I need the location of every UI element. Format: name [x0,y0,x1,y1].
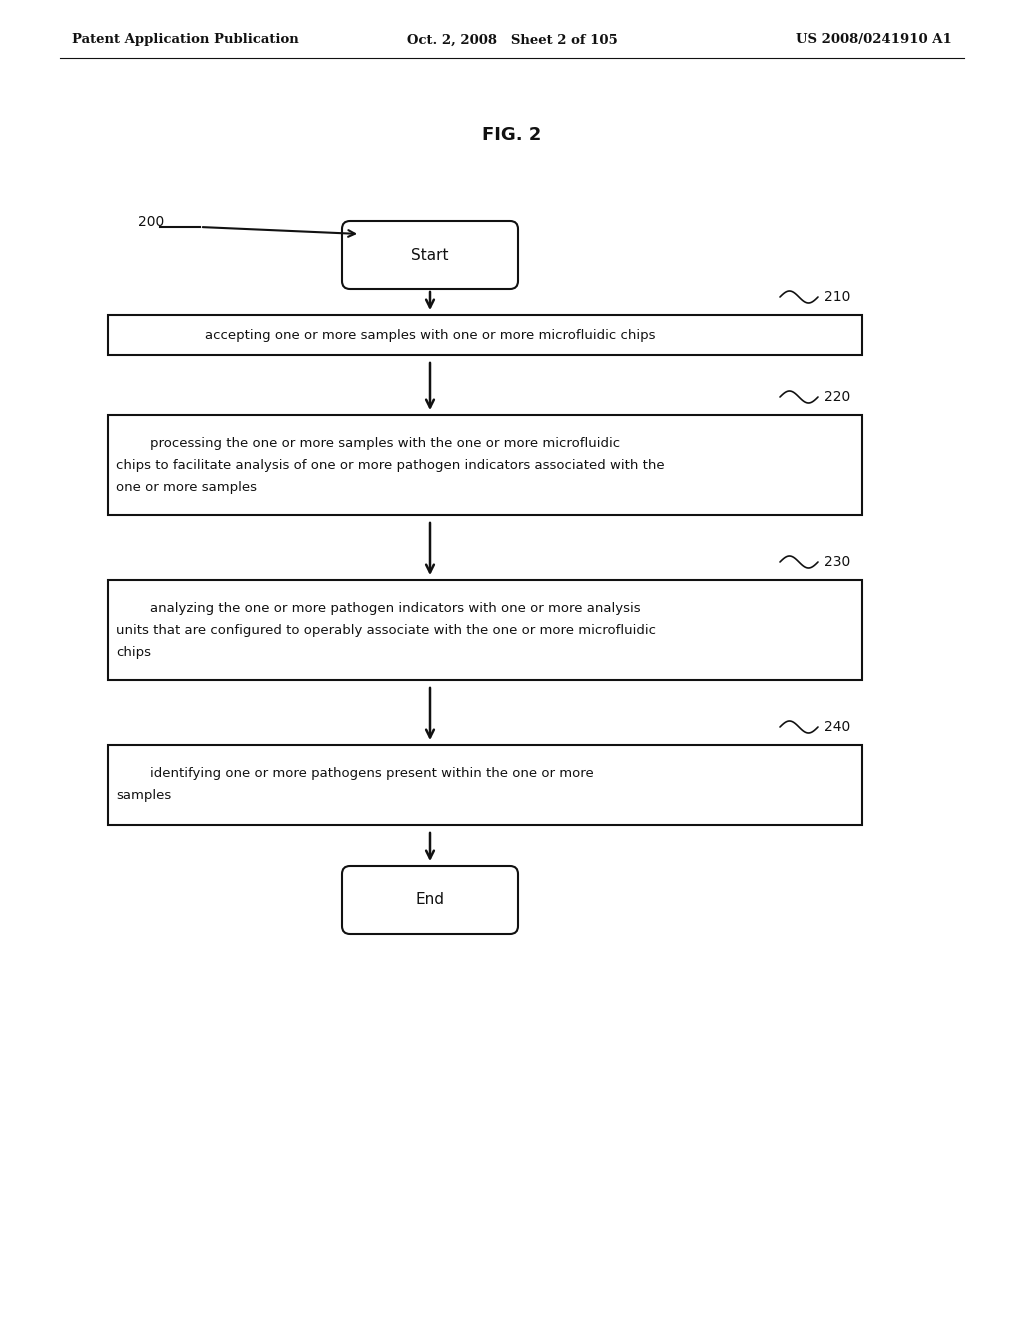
Bar [108,579,862,680]
Text: one or more samples: one or more samples [116,480,257,494]
FancyBboxPatch shape [342,866,518,935]
Text: US 2008/0241910 A1: US 2008/0241910 A1 [797,33,952,46]
Text: 230: 230 [824,554,850,569]
Text: End: End [416,892,444,908]
Text: samples: samples [116,789,171,803]
Text: 240: 240 [824,719,850,734]
Bar [108,315,862,355]
Text: identifying one or more pathogens present within the one or more: identifying one or more pathogens presen… [116,767,594,780]
Bar [108,744,862,825]
Text: chips: chips [116,645,151,659]
Text: analyzing the one or more pathogen indicators with one or more analysis: analyzing the one or more pathogen indic… [116,602,641,615]
Text: FIG. 2: FIG. 2 [482,125,542,144]
Text: 220: 220 [824,389,850,404]
Bar [108,414,862,515]
Text: Oct. 2, 2008   Sheet 2 of 105: Oct. 2, 2008 Sheet 2 of 105 [407,33,617,46]
Text: accepting one or more samples with one or more microfluidic chips: accepting one or more samples with one o… [205,329,655,342]
Text: 200: 200 [138,215,164,228]
Text: chips to facilitate analysis of one or more pathogen indicators associated with : chips to facilitate analysis of one or m… [116,459,665,473]
FancyBboxPatch shape [342,220,518,289]
Text: Patent Application Publication: Patent Application Publication [72,33,299,46]
Text: units that are configured to operably associate with the one or more microfluidi: units that are configured to operably as… [116,624,656,638]
Text: processing the one or more samples with the one or more microfluidic: processing the one or more samples with … [116,437,621,450]
Text: Start: Start [412,248,449,263]
Text: 210: 210 [824,290,850,304]
